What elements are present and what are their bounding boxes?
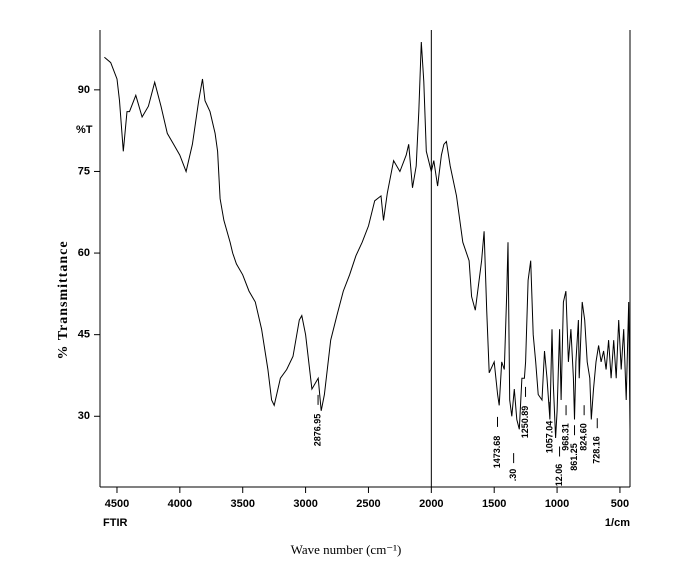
- y-unit-label: %T: [76, 124, 93, 136]
- y-tick-label: 75: [78, 165, 90, 177]
- annotation: 12.06: [554, 464, 564, 487]
- x-right-label: 1/cm: [605, 517, 630, 529]
- x-axis-label: Wave number (cm⁻¹): [291, 542, 402, 557]
- y-axis-label: % Transmittance: [56, 240, 71, 359]
- x-tick-label: 3500: [230, 498, 254, 510]
- y-tick-label: 45: [78, 329, 90, 341]
- annotation: 1250.89: [520, 406, 530, 439]
- annotation: 2876.95: [312, 414, 322, 447]
- x-tick-label: 2000: [419, 498, 443, 510]
- x-tick-label: 3000: [293, 498, 317, 510]
- x-tick-label: 2500: [356, 498, 380, 510]
- y-tick-label: 30: [78, 410, 90, 422]
- x-tick-label: 4000: [168, 498, 192, 510]
- x-tick-label: 4500: [105, 498, 129, 510]
- x-left-label: FTIR: [103, 517, 127, 529]
- x-tick-label: 1500: [482, 498, 506, 510]
- annotation: 728.16: [592, 436, 602, 464]
- y-tick-label: 60: [78, 247, 90, 259]
- spectrum-line: [104, 41, 631, 439]
- annotation: 861.25: [569, 443, 579, 471]
- y-tick-label: 90: [78, 84, 90, 96]
- annotation: 1473.68: [492, 436, 502, 469]
- annotation: .30: [508, 469, 518, 482]
- x-tick-label: 1000: [545, 498, 569, 510]
- annotation: 968.31: [560, 423, 570, 451]
- x-tick-label: 500: [611, 498, 629, 510]
- annotation: 1057.04: [544, 421, 554, 454]
- annotation: 824.60: [579, 423, 589, 451]
